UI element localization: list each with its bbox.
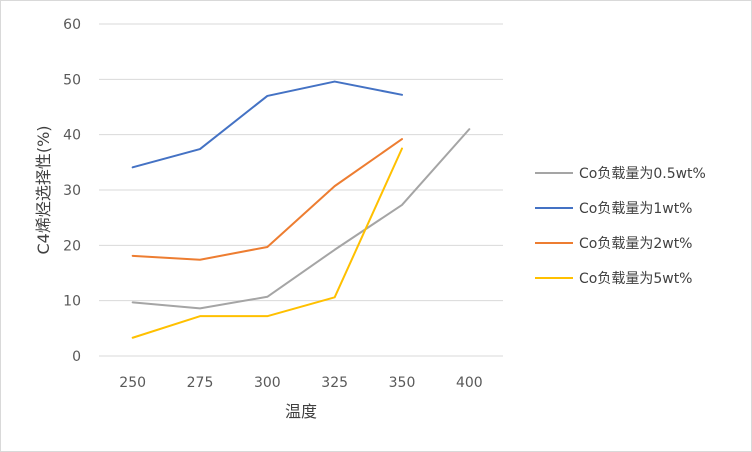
- legend-label: Co负载量为1wt%: [579, 201, 693, 217]
- series-line-0: [131, 128, 471, 310]
- x-tick-label: 400: [456, 375, 483, 391]
- series-line-2: [131, 138, 403, 261]
- legend: Co负载量为0.5wt% Co负载量为1wt% Co负载量为2wt% Co负载量为5w…: [535, 166, 706, 287]
- y-tick-label: 30: [63, 183, 81, 199]
- x-axis-title: 温度: [285, 402, 317, 421]
- y-tick-label: 10: [63, 294, 81, 310]
- gridlines: [99, 23, 503, 357]
- x-tick-label: 350: [389, 375, 416, 391]
- y-tick-labels: 0 10 20 30 40 50 60: [63, 17, 81, 365]
- x-tick-labels: 250 275 300 325 350 400: [119, 375, 482, 391]
- legend-label: Co负载量为5wt%: [579, 271, 693, 287]
- x-tick-label: 300: [254, 375, 281, 391]
- series-line-1: [131, 80, 403, 169]
- x-tick-label: 325: [321, 375, 348, 391]
- legend-label: Co负载量为2wt%: [579, 236, 693, 252]
- y-tick-label: 20: [63, 238, 81, 254]
- series-lines: [131, 80, 471, 339]
- legend-label: Co负载量为0.5wt%: [579, 166, 706, 182]
- y-axis-title: C4烯烃选择性(%): [34, 125, 53, 254]
- y-tick-label: 0: [72, 349, 81, 365]
- y-tick-label: 50: [63, 72, 81, 88]
- x-tick-label: 275: [187, 375, 214, 391]
- x-tick-label: 250: [119, 375, 146, 391]
- series-line-3: [131, 147, 403, 339]
- y-tick-label: 40: [63, 128, 81, 144]
- y-tick-label: 60: [63, 17, 81, 33]
